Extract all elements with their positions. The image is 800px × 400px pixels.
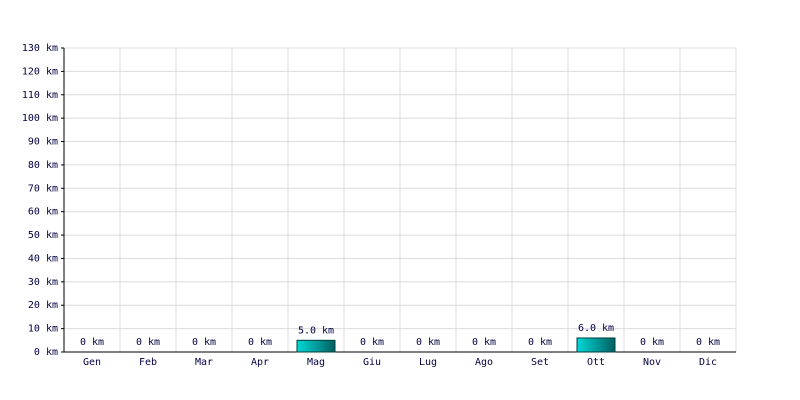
x-tick-label: Mag	[307, 357, 325, 368]
y-tick-label: 130 km	[22, 43, 58, 54]
y-tick-label: 90 km	[28, 137, 58, 148]
value-label: 0 km	[640, 337, 664, 348]
y-tick-label: 30 km	[28, 277, 58, 288]
y-tick-label: 120 km	[22, 66, 58, 77]
y-tick-label: 70 km	[28, 183, 58, 194]
x-tick-label: Ott	[587, 357, 605, 368]
bar	[576, 337, 616, 353]
y-tick-label: 10 km	[28, 324, 58, 335]
value-label: 0 km	[136, 337, 160, 348]
y-tick-label: 0 km	[34, 347, 58, 358]
x-tick-label: Ago	[475, 357, 493, 368]
value-label: 0 km	[528, 337, 552, 348]
x-tick-label: Giu	[363, 357, 381, 368]
value-label: 0 km	[472, 337, 496, 348]
value-label: 0 km	[416, 337, 440, 348]
y-tick-label: 50 km	[28, 230, 58, 241]
y-tick-label: 80 km	[28, 160, 58, 171]
value-label: 5.0 km	[298, 325, 334, 336]
value-label: 0 km	[80, 337, 104, 348]
x-tick-label: Mar	[195, 357, 213, 368]
y-tick-label: 100 km	[22, 113, 58, 124]
value-label: 0 km	[248, 337, 272, 348]
y-tick-label: 20 km	[28, 300, 58, 311]
x-tick-label: Nov	[643, 357, 661, 368]
x-tick-label: Dic	[699, 357, 717, 368]
x-tick-label: Gen	[83, 357, 101, 368]
y-tick-label: 60 km	[28, 207, 58, 218]
value-label: 6.0 km	[578, 323, 614, 334]
value-label: 0 km	[360, 337, 384, 348]
x-tick-label: Lug	[419, 357, 437, 368]
y-tick-label: 40 km	[28, 253, 58, 264]
value-label: 0 km	[192, 337, 216, 348]
x-tick-label: Set	[531, 357, 549, 368]
value-label: 0 km	[696, 337, 720, 348]
bar	[296, 339, 336, 353]
y-tick-label: 110 km	[22, 90, 58, 101]
x-tick-label: Feb	[139, 357, 157, 368]
x-tick-label: Apr	[251, 357, 269, 368]
